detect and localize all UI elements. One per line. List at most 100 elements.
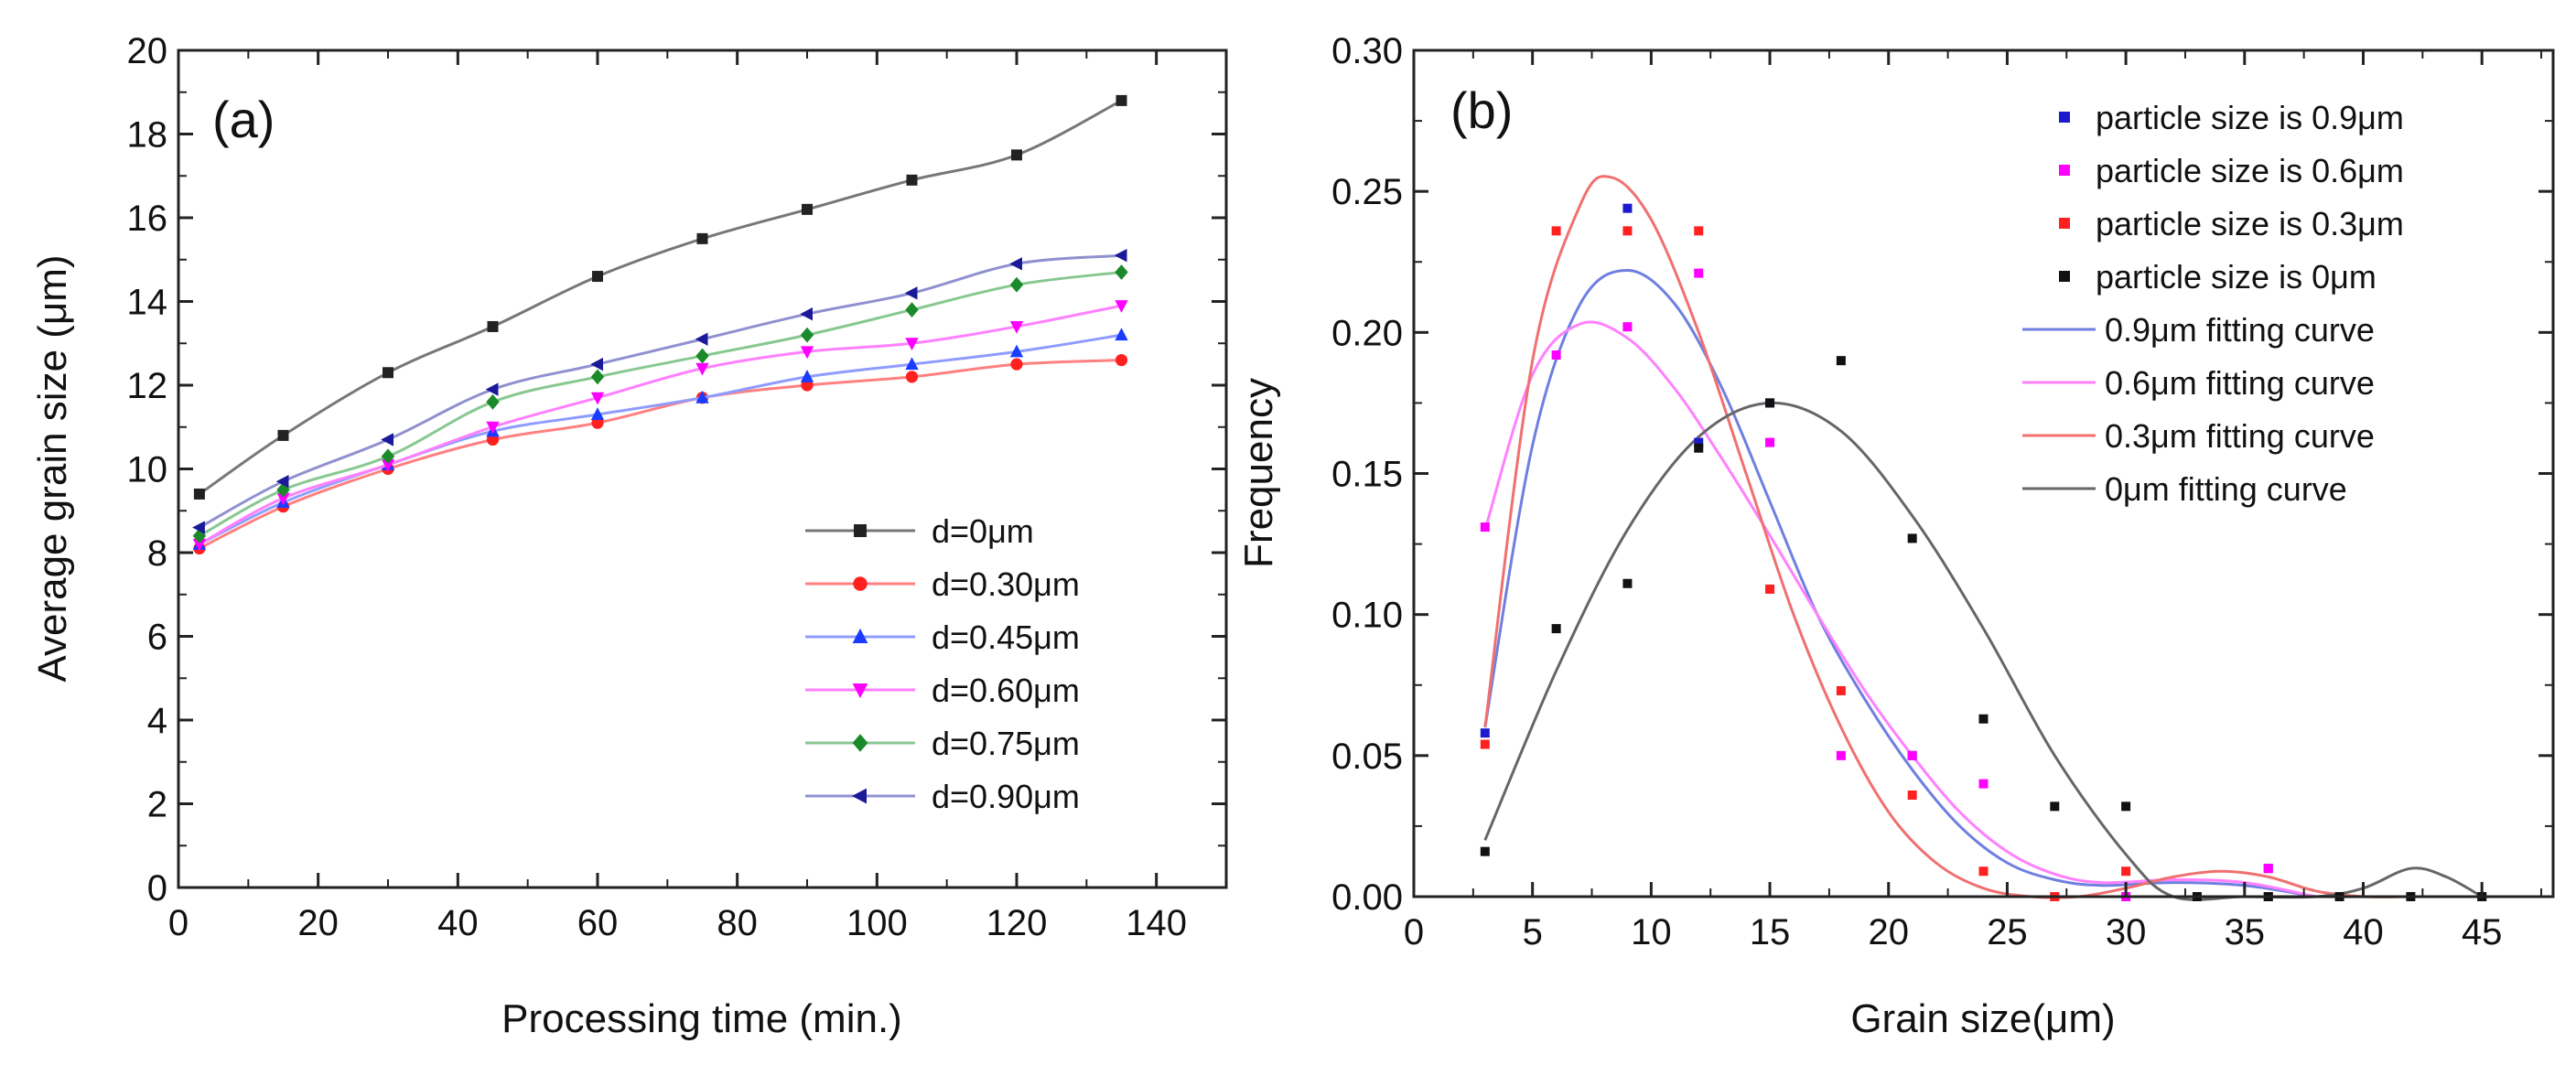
panel-b-data-point — [1694, 268, 1704, 278]
panel-a-x-tick-label: 100 — [846, 903, 908, 943]
panel-b-legend-label: 0μm fitting curve — [2105, 470, 2347, 508]
panel-a-y-axis-title: Average grain size (μm) — [30, 254, 75, 682]
panel-a-y-tick-label: 18 — [127, 115, 168, 156]
panel-b-data-point — [1907, 791, 1917, 800]
panel-a-x-tick-label: 60 — [577, 903, 619, 943]
panel-a-series-d-0-60um — [192, 300, 1128, 552]
panel-a-legend-swatch-marker — [852, 628, 868, 643]
panel-b-x-tick-label: 5 — [1523, 912, 1543, 952]
panel-a-data-point — [383, 367, 393, 379]
panel-b-marks — [1480, 175, 2487, 901]
panel-a-x-axis-title: Processing time (min.) — [501, 996, 902, 1041]
panel-b-y-tick-label: 0.20 — [1331, 313, 1403, 353]
panel-b-data-point — [1978, 866, 1989, 877]
panel-a-series-line — [199, 333, 1122, 546]
panel-a-legend-item: d=0.90μm — [805, 778, 1080, 815]
panel-a-series-line — [199, 253, 1122, 529]
panel-b-legend: particle size is 0.9μm particle size is 0… — [2022, 99, 2404, 508]
panel-a-data-point — [487, 320, 499, 332]
panel-b-data-point — [1765, 584, 1775, 594]
panel-a-data-point — [1114, 248, 1127, 263]
panel-b-data-point — [2050, 801, 2060, 812]
panel-b-data-point — [1907, 750, 1917, 760]
panel-b-x-tick-label: 20 — [1869, 912, 1910, 952]
panel-b-x-tick-label: 0 — [1404, 912, 1424, 952]
panel-b-data-point — [1694, 226, 1704, 236]
panel-a-data-point — [381, 458, 395, 472]
panel-b-data-point — [1836, 750, 1846, 760]
panel-a-data-point — [1115, 300, 1128, 313]
panel-a-data-point — [1009, 257, 1022, 271]
panel-a-data-point — [905, 302, 919, 318]
panel-b-legend-label: particle size is 0.3μm — [2096, 205, 2404, 242]
panel-a-data-point — [592, 271, 603, 283]
panel-a-data-point — [1011, 149, 1022, 161]
panel-b-data-point — [1765, 437, 1775, 447]
panel-b-y-tick-label: 0.30 — [1331, 31, 1403, 71]
panel-a-ticks: 0 20 40 60 80 100 120 140 0 2 4 6 8 10 12 14 16 18 20 — [127, 31, 1226, 943]
panel-b-ticks: 0 5 10 15 20 25 30 35 40 45 0.00 0.05 0.10 0.15 0.20 0.… — [1331, 31, 2553, 952]
panel-a-marks — [192, 94, 1128, 555]
panel-b-data-point — [1694, 437, 1704, 447]
panel-a-legend-label: d=0.30μm — [932, 565, 1080, 603]
panel-b-legend-label: particle size is 0μm — [2096, 258, 2377, 296]
panel-a-legend-swatch-marker — [852, 734, 868, 752]
panel-a-series-d-0-90um — [192, 248, 1127, 534]
panel-b-legend-item: 0.9μm fitting curve — [2022, 311, 2375, 349]
panel-a-data-point — [193, 488, 205, 500]
panel-a-series-line — [199, 271, 1122, 538]
panel-b-y-axis-title: Frequency — [1236, 378, 1281, 568]
panel-a-x-tick-label: 20 — [297, 903, 339, 943]
panel-b-legend-item: particle size is 0μm — [2059, 258, 2377, 296]
panel-a-data-point — [695, 362, 709, 376]
panel-a-data-point — [381, 433, 393, 446]
panel-a-y-tick-label: 6 — [147, 618, 167, 658]
panel-b-x-tick-label: 25 — [1987, 912, 2028, 952]
panel-a-data-point — [1009, 344, 1024, 358]
panel-b-legend-label: 0.9μm fitting curve — [2105, 311, 2375, 349]
panel-b-fit-curve-0-3um-fitting-curve — [1483, 175, 2459, 899]
panel-b-y-tick-label: 0.15 — [1331, 455, 1403, 495]
panel-a-y-tick-label: 0 — [147, 868, 167, 909]
panel-b-legend-label: particle size is 0.6μm — [2096, 152, 2404, 189]
panel-a-legend-label: d=0.60μm — [932, 672, 1080, 709]
panel-b-data-point — [1694, 443, 1704, 453]
panel-b-data-point — [1765, 398, 1775, 408]
panel-b-fit-curve-0um-fitting-curve — [1483, 401, 2483, 901]
panel-a-data-point — [277, 429, 289, 441]
panel-b-legend-item: 0.3μm fitting curve — [2022, 417, 2375, 455]
panel-a-data-point — [1010, 358, 1023, 371]
panel-b-data-point — [2263, 864, 2273, 874]
panel-b-x-tick-label: 40 — [2343, 912, 2384, 952]
panel-a-y-tick-label: 20 — [127, 31, 168, 71]
panel-a-data-point — [904, 286, 918, 300]
panel-b-x-tick-label: 30 — [2106, 912, 2147, 952]
panel-a-legend-label: d=0.45μm — [932, 619, 1080, 656]
panel-a-data-point — [905, 371, 919, 383]
panel-a-data-point — [1115, 353, 1128, 367]
panel-b-data-point — [1907, 533, 1917, 543]
panel-a-data-point — [590, 369, 605, 385]
panel-a-data-point — [905, 357, 919, 371]
panel-a-data-point — [486, 393, 500, 410]
panel-a-y-tick-label: 2 — [147, 785, 167, 825]
panel-a-data-point — [800, 327, 814, 343]
panel-b-legend-swatch-marker — [2059, 165, 2070, 176]
panel-b-x-tick-label: 15 — [1750, 912, 1791, 952]
panel-a-data-point — [905, 338, 919, 351]
panel-a-x-tick-label: 0 — [168, 903, 189, 943]
panel-a-data-point — [1115, 328, 1128, 341]
panel-a-legend-swatch-marker — [854, 524, 867, 537]
panel-a-data-point — [381, 448, 395, 465]
panel-a-legend-item: d=0μm — [805, 512, 1034, 550]
panel-a-series-line — [199, 99, 1123, 496]
panel-b-y-tick-label: 0.10 — [1331, 596, 1403, 636]
panel-a-y-tick-label: 14 — [127, 283, 168, 323]
panel-b-legend-item: 0.6μm fitting curve — [2022, 364, 2375, 402]
panel-a-y-tick-label: 12 — [127, 366, 168, 406]
panel-b-data-point — [1836, 356, 1846, 366]
panel-a-data-point — [800, 307, 813, 321]
panel-a-data-point — [1009, 276, 1024, 293]
panel-a-series-line — [199, 304, 1122, 546]
